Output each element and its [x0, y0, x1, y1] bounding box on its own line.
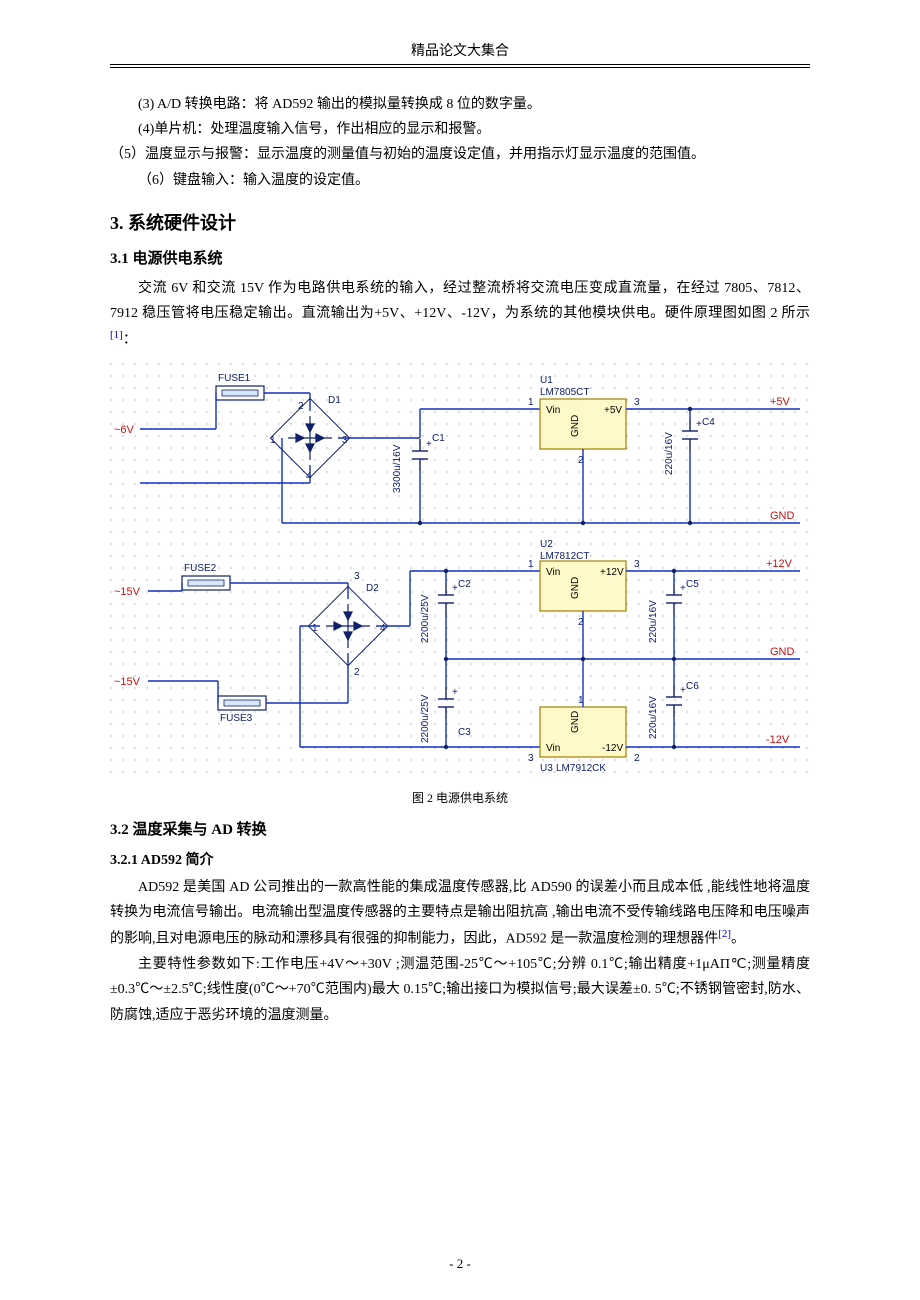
u1-vin: Vin [546, 405, 560, 416]
u1-pin1: 1 [528, 397, 534, 408]
heading-3-1: 3.1 电源供电系统 [110, 247, 810, 268]
label-c1-val: 3300u/16V [392, 444, 403, 493]
label-in-15v-b: ~15V [114, 676, 141, 688]
label-c4: C4 [702, 417, 715, 428]
u1-pin3: 3 [634, 397, 640, 408]
label-u3-part: LM7912CK [556, 763, 606, 774]
label-d1: D1 [328, 395, 341, 406]
d2-pin3: 3 [354, 571, 360, 582]
label-c5-val: 220u/16V [648, 600, 659, 643]
page-number: - 2 - [0, 1256, 920, 1272]
label-c6-val: 220u/16V [648, 696, 659, 739]
label-in-6v: ~6V [114, 424, 135, 436]
para-3-1: 交流 6V 和交流 15V 作为电路供电系统的输入，经过整流桥将交流电压变成直流… [110, 276, 810, 353]
para-item-4: (4)单片机：处理温度输入信号，作出相应的显示和报警。 [110, 117, 810, 142]
d2-pin1: 1 [312, 623, 318, 634]
heading-3: 3. 系统硬件设计 [110, 209, 810, 235]
u3-out: -12V [602, 743, 623, 754]
u3-pin3: 3 [528, 753, 534, 764]
figure-2-caption: 图 2 电源供电系统 [110, 789, 810, 806]
circuit-svg: + ~6V FUSE1 [110, 363, 810, 783]
u1-gnd: GND [570, 415, 581, 437]
para-item-3: (3) A/D 转换电路：将 AD592 输出的模拟量转换成 8 位的数字量。 [110, 92, 810, 117]
label-u2-part: LM7812CT [540, 551, 589, 562]
label-in-15v-a: ~15V [114, 586, 141, 598]
label-c2-val: 2200u/25V [420, 594, 431, 643]
para-321-1a: AD592 是美国 AD 公司推出的一款高性能的集成温度传感器,比 AD590 … [110, 880, 810, 947]
d1-pin3: 3 [342, 435, 348, 446]
figure-2-circuit: + ~6V FUSE1 [110, 363, 810, 783]
u3-pin2: 2 [634, 753, 640, 764]
label-c5: C5 [686, 579, 699, 590]
out-gnd-mid: GND [770, 646, 795, 658]
label-fuse2: FUSE2 [184, 563, 217, 574]
d1-pin2: 2 [298, 401, 304, 412]
label-c6: C6 [686, 681, 699, 692]
label-fuse1: FUSE1 [218, 373, 251, 384]
page: 精品论文大集合 (3) A/D 转换电路：将 AD592 输出的模拟量转换成 8… [0, 0, 920, 1300]
label-c4-val: 220u/16V [664, 432, 675, 475]
para-321-2: 主要特性参数如下:工作电压+4V～+30V ;测温范围-25℃～+105℃;分辨… [110, 952, 810, 1028]
heading-3-2: 3.2 温度采集与 AD 转换 [110, 818, 810, 839]
u2-pin1: 1 [528, 559, 534, 570]
citation-2: [2] [718, 928, 731, 940]
para-item-5: （5）温度显示与报警：显示温度的测量值与初始的温度设定值，并用指示灯显示温度的范… [110, 142, 810, 167]
label-c2: C2 [458, 579, 471, 590]
out-5v: +5V [770, 396, 791, 408]
para-item-6: （6）键盘输入：输入温度的设定值。 [110, 168, 810, 193]
label-u1-part: LM7805CT [540, 387, 589, 398]
u1-out: +5V [604, 405, 622, 416]
label-d2: D2 [366, 583, 379, 594]
label-u3: U3 [540, 763, 553, 774]
label-c1: C1 [432, 433, 445, 444]
d1-pin1: 1 [270, 435, 276, 446]
out-n12v: -12V [766, 734, 790, 746]
out-12v: +12V [766, 558, 793, 570]
running-header: 精品论文大集合 [110, 40, 810, 65]
para-3-1-text-a: 交流 6V 和交流 15V 作为电路供电系统的输入，经过整流桥将交流电压变成直流… [110, 281, 810, 321]
d2-pin2: 2 [354, 667, 360, 678]
u3-gnd: GND [570, 711, 581, 733]
para-321-1c: 。 [731, 932, 745, 947]
u2-out: +12V [600, 567, 624, 578]
u2-pin3: 3 [634, 559, 640, 570]
out-gnd-top: GND [770, 510, 795, 522]
u3-vin: Vin [546, 743, 560, 754]
heading-3-2-1: 3.2.1 AD592 简介 [110, 849, 810, 869]
label-c3-val: 2200u/25V [420, 694, 431, 743]
label-u2: U2 [540, 539, 553, 550]
d1-pin4: 4 [306, 471, 312, 482]
label-c3: C3 [458, 727, 471, 738]
para-3-1-text-c: ： [123, 333, 137, 348]
u2-gnd: GND [570, 577, 581, 599]
header-rule [110, 67, 810, 68]
u2-vin: Vin [546, 567, 560, 578]
label-fuse3: FUSE3 [220, 713, 253, 724]
d2-pin4: 4 [380, 623, 386, 634]
label-u1: U1 [540, 375, 553, 386]
para-321-1: AD592 是美国 AD 公司推出的一款高性能的集成温度传感器,比 AD590 … [110, 875, 810, 952]
citation-1: [1] [110, 329, 123, 341]
